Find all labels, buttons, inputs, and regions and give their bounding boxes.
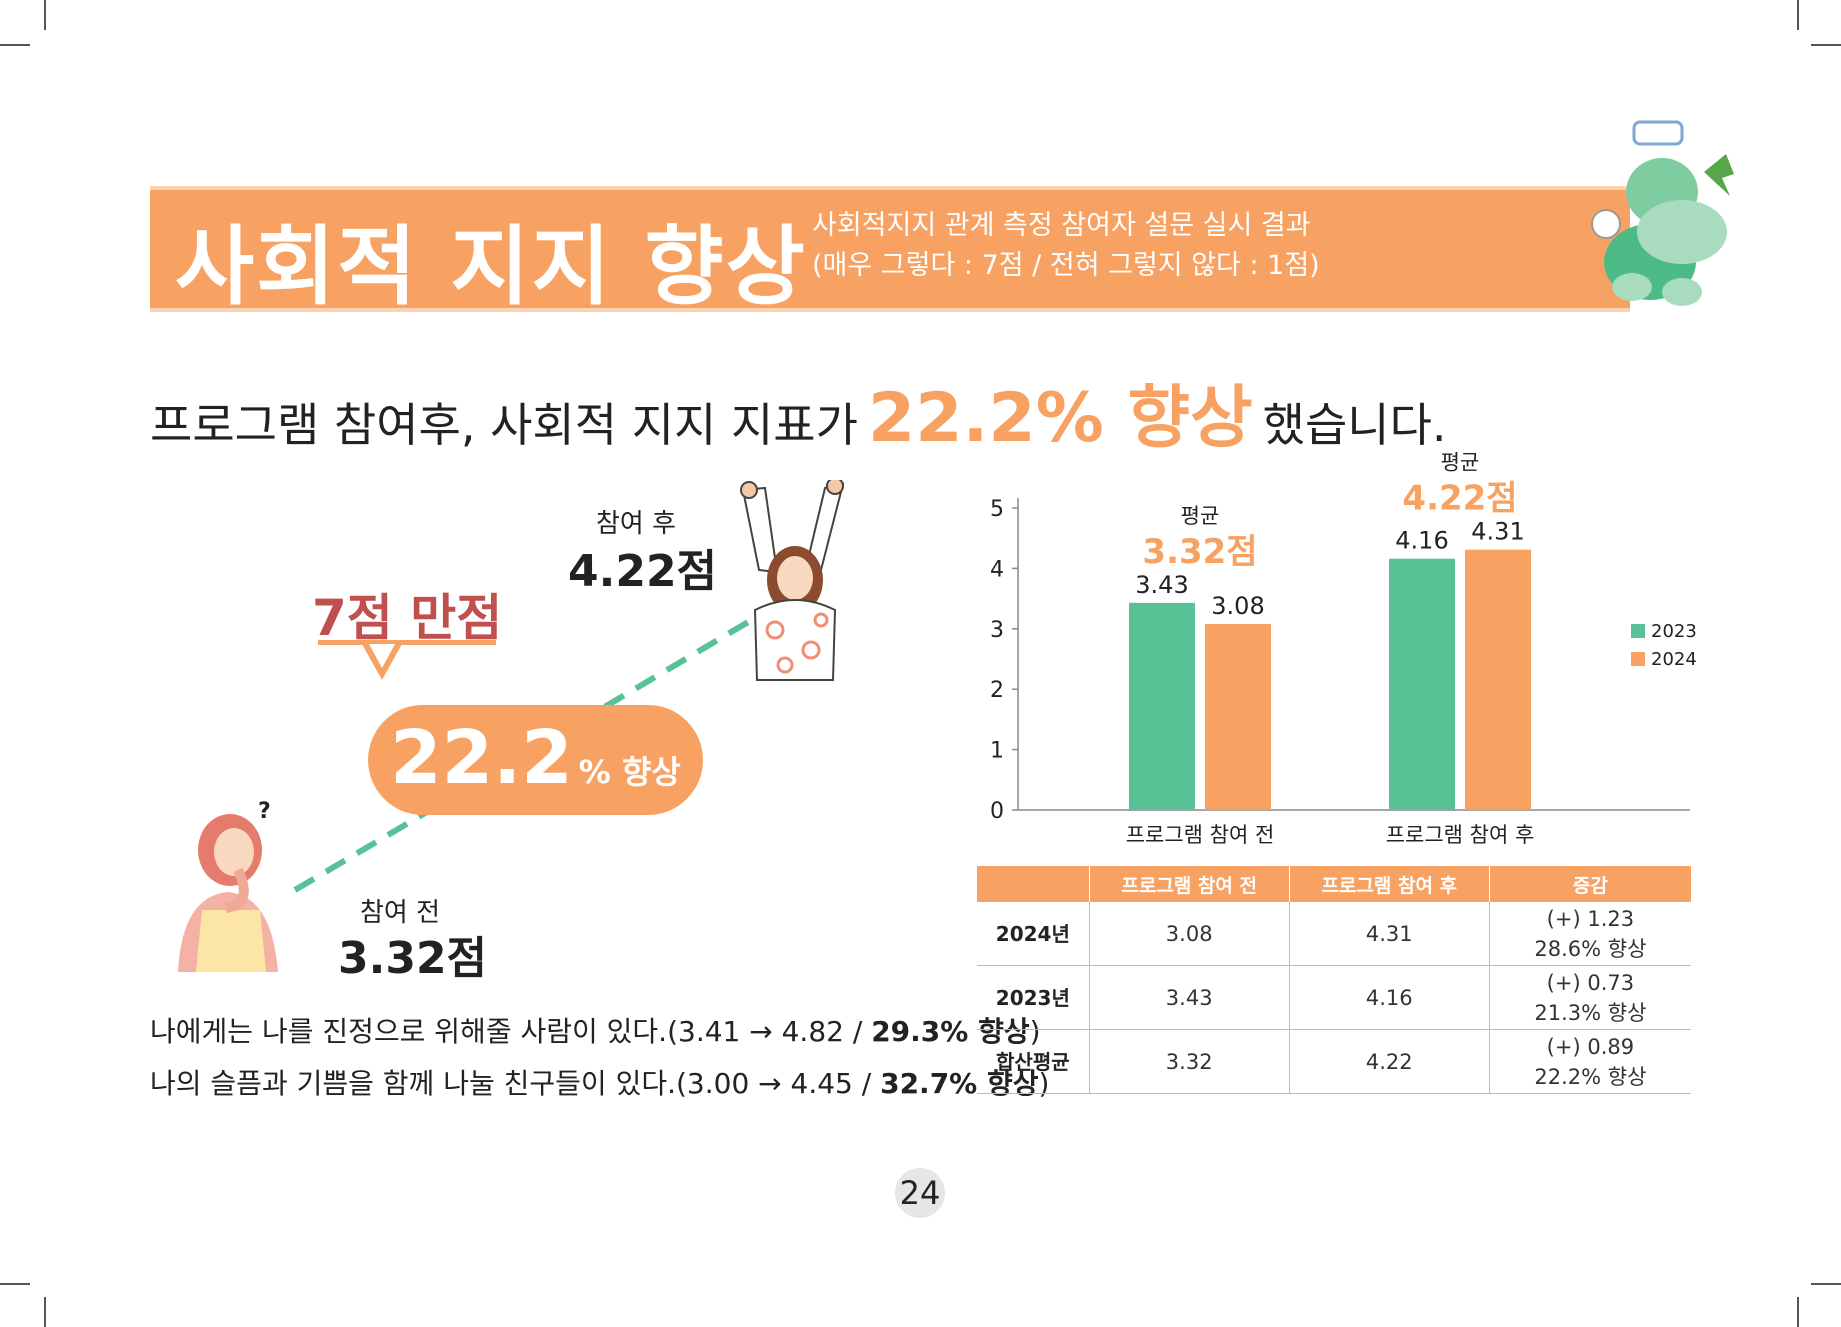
legend-swatch [1631, 624, 1645, 638]
header-banner [150, 186, 1630, 312]
improvement-pill: 22.2 % 향상 [368, 705, 703, 815]
after-value: 4.22점 [568, 546, 718, 597]
change-cell: (+) 0.89 22.2% 향상 [1488, 1029, 1691, 1094]
table-header-cell: 프로그램 참여 후 [1288, 866, 1490, 902]
y-tick-label: 2 [990, 678, 1004, 703]
change-amount: (+) 0.89 [1546, 1034, 1635, 1059]
legend-swatch [1631, 652, 1645, 666]
crop-mark [44, 0, 46, 30]
turtle-mascot-icon [1591, 120, 1734, 306]
change-amount: (+) 0.73 [1546, 970, 1635, 995]
before-value: 3.32점 [338, 933, 488, 984]
y-tick-label: 1 [990, 739, 1004, 764]
row-label: 2024년 [977, 902, 1090, 966]
bar-data-label: 3.08 [1211, 592, 1264, 620]
before-cell: 3.32 [1088, 1029, 1290, 1094]
bullet-item: 나의 슬픔과 기쁨을 함께 나눌 친구들이 있다.(3.00 → 4.45 / … [150, 1062, 1049, 1102]
improvement-unit: % 향상 [578, 753, 681, 791]
crop-mark [44, 1297, 46, 1327]
scale-note: 7점 만점 [312, 589, 503, 647]
after-cell: 4.16 [1288, 965, 1490, 1030]
bullet-text: 나에게는 나를 진정으로 위해줄 사람이 있다.(3.41 → 4.82 / [150, 1015, 872, 1048]
y-tick-label: 0 [990, 799, 1004, 824]
subtitle-line: (매우 그렇다 : 7점 / 전혀 그렇지 않다 : 1점) [812, 250, 1320, 281]
header-subtitle: 사회적지지 관계 측정 참여자 설문 실시 결과 (매우 그렇다 : 7점 / … [812, 206, 1332, 286]
bar [1205, 623, 1271, 810]
y-tick-label: 4 [990, 557, 1004, 582]
crop-mark [1797, 0, 1799, 30]
x-tick-label: 프로그램 참여 전 [1126, 823, 1275, 847]
results-table: 프로그램 참여 전 프로그램 참여 후 증감 2024년 3.08 4.31 (… [977, 866, 1691, 1094]
y-tick-label: 5 [990, 497, 1004, 522]
improvement-number: 22.2 [390, 715, 573, 801]
page-number: 24 [895, 1168, 945, 1218]
before-cell: 3.08 [1088, 902, 1290, 966]
thinking-woman-illustration-icon: ? [178, 800, 278, 972]
table-header-cell [977, 866, 1090, 902]
change-cell: (+) 1.23 28.6% 향상 [1488, 902, 1691, 966]
crop-mark [0, 44, 30, 46]
after-cell: 4.22 [1288, 1029, 1490, 1094]
after-label: 참여 후 [596, 509, 677, 539]
bar [1389, 558, 1455, 810]
headline-suffix: 했습니다. [1262, 398, 1447, 452]
average-value: 3.32점 [1142, 532, 1257, 572]
bullet-item: 나에게는 나를 진정으로 위해줄 사람이 있다.(3.41 → 4.82 / 2… [150, 1010, 1041, 1050]
before-cell: 3.43 [1088, 965, 1290, 1030]
change-percent: 21.3% 향상 [1534, 1000, 1647, 1025]
change-cell: (+) 0.73 21.3% 향상 [1488, 965, 1691, 1030]
after-cell: 4.31 [1288, 902, 1490, 966]
average-value: 4.22점 [1402, 479, 1517, 519]
change-percent: 22.2% 향상 [1534, 1064, 1647, 1089]
y-tick-label: 3 [990, 618, 1004, 643]
headline-highlight: 22.2% 향상 [867, 379, 1253, 458]
row-label: 합산평균 [977, 1029, 1090, 1094]
question-mark: ? [258, 800, 271, 824]
crop-mark [1797, 1297, 1799, 1327]
bullet-text: 나의 슬픔과 기쁨을 함께 나눌 친구들이 있다.(3.00 → 4.45 / [150, 1067, 881, 1100]
headline-prefix: 프로그램 참여후, 사회적 지지 지표가 [150, 398, 858, 452]
bar-chart: 0 1 2 3 4 5 3.43 3.08 프로그램 참여 전 평균 3.32점 4.16 4.31 프로… [990, 451, 1697, 847]
table-row: 합산평균 3.32 4.22 (+) 0.89 22.2% 향상 [977, 1029, 1691, 1094]
subtitle-line: 사회적지지 관계 측정 참여자 설문 실시 결과 [812, 210, 1311, 241]
page-title: 사회적 지지 향상 [175, 217, 807, 317]
crop-mark [1811, 44, 1841, 46]
x-tick-label: 프로그램 참여 후 [1386, 823, 1535, 847]
crop-mark [1811, 1283, 1841, 1285]
bar [1129, 602, 1195, 810]
headline: 프로그램 참여후, 사회적 지지 지표가 22.2% 향상 했습니다. [150, 362, 1447, 458]
bar-data-label: 3.43 [1135, 571, 1188, 599]
legend-label: 2024 [1651, 649, 1697, 670]
bar-data-label: 4.31 [1471, 518, 1524, 546]
table-header-row: 프로그램 참여 전 프로그램 참여 후 증감 [977, 866, 1691, 902]
row-label: 2023년 [977, 965, 1090, 1030]
change-percent: 28.6% 향상 [1534, 936, 1647, 961]
table-header-cell: 증감 [1488, 866, 1691, 902]
bar-data-label: 4.16 [1395, 527, 1448, 555]
scale-note-underline [318, 640, 496, 645]
cheering-woman-illustration-icon [740, 480, 845, 681]
before-label: 참여 전 [360, 898, 441, 928]
change-amount: (+) 1.23 [1546, 906, 1635, 931]
table-row: 2023년 3.43 4.16 (+) 0.73 21.3% 향상 [977, 965, 1691, 1030]
table-row: 2024년 3.08 4.31 (+) 1.23 28.6% 향상 [977, 902, 1691, 966]
legend-label: 2023 [1651, 621, 1697, 642]
average-label: 평균 [1181, 504, 1220, 528]
speech-tail-inner [369, 644, 395, 668]
bar [1465, 549, 1531, 810]
table-header-cell: 프로그램 참여 전 [1088, 866, 1290, 902]
crop-mark [0, 1283, 30, 1285]
average-label: 평균 [1441, 451, 1480, 475]
